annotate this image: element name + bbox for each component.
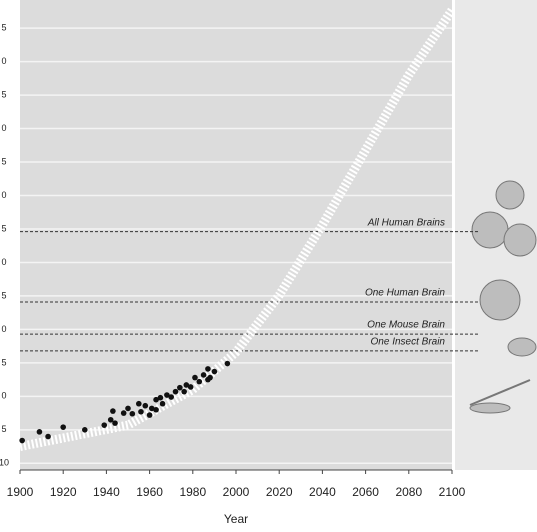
data-point bbox=[196, 378, 203, 385]
x-tick-label: 2040 bbox=[309, 485, 336, 499]
x-tick-label: 2020 bbox=[266, 485, 293, 499]
data-point bbox=[181, 388, 187, 395]
reference-label: One Human Brain bbox=[365, 288, 445, 299]
y-tick-label: 5 bbox=[1, 290, 6, 300]
data-point bbox=[159, 400, 166, 407]
data-point bbox=[110, 408, 116, 414]
data-point bbox=[207, 374, 213, 381]
data-point bbox=[45, 433, 51, 440]
data-point bbox=[120, 410, 127, 416]
y-tick-label: 10 bbox=[0, 458, 9, 468]
data-point bbox=[107, 416, 114, 423]
data-point bbox=[168, 394, 174, 400]
data-point bbox=[187, 384, 194, 390]
reference-label: All Human Brains bbox=[367, 217, 445, 228]
data-point bbox=[205, 366, 211, 372]
data-point bbox=[146, 412, 153, 418]
data-point bbox=[183, 382, 190, 388]
data-point bbox=[224, 360, 231, 367]
y-tick-label: 0 bbox=[1, 324, 6, 334]
y-tick-label: 5 bbox=[1, 22, 6, 32]
y-tick-label: 5 bbox=[1, 223, 6, 233]
x-axis-label: Year bbox=[224, 512, 248, 526]
x-tick-label: 2080 bbox=[395, 485, 422, 499]
y-tick-label: 0 bbox=[1, 257, 6, 267]
data-point bbox=[82, 427, 88, 433]
data-point bbox=[164, 392, 170, 398]
x-tick-label: 1960 bbox=[136, 485, 163, 499]
data-point bbox=[60, 424, 66, 430]
y-tick-label: 0 bbox=[1, 391, 6, 401]
y-tick-label: 0 bbox=[1, 190, 6, 200]
x-tick-label: 2060 bbox=[352, 485, 379, 499]
y-tick-label: 5 bbox=[1, 89, 6, 99]
data-point bbox=[172, 388, 179, 395]
x-tick-label: 2100 bbox=[439, 485, 466, 499]
data-point bbox=[112, 420, 118, 426]
data-point bbox=[192, 374, 198, 381]
data-point bbox=[136, 400, 142, 407]
data-point bbox=[153, 396, 159, 403]
x-tick-label: 1940 bbox=[93, 485, 120, 499]
data-point bbox=[138, 408, 144, 415]
plot-area bbox=[20, 0, 452, 470]
x-tick-label: 1900 bbox=[7, 485, 34, 499]
brain-icons bbox=[469, 180, 537, 414]
data-point bbox=[148, 405, 155, 412]
y-tick-label: 0 bbox=[1, 123, 6, 133]
y-tick-label: 5 bbox=[1, 424, 6, 434]
data-point bbox=[153, 406, 159, 413]
data-point bbox=[211, 368, 218, 375]
reference-label: One Insect Brain bbox=[371, 336, 446, 347]
y-tick-label: 5 bbox=[1, 357, 6, 367]
x-tick-label: 2000 bbox=[223, 485, 250, 499]
data-point bbox=[19, 437, 25, 444]
data-point bbox=[157, 394, 164, 401]
x-tick-label: 1920 bbox=[50, 485, 77, 499]
data-point bbox=[200, 372, 207, 378]
y-tick-label: 5 bbox=[1, 156, 6, 166]
data-point bbox=[36, 429, 43, 435]
data-point bbox=[129, 410, 136, 417]
y-tick-label: 0 bbox=[1, 56, 6, 66]
trend-line bbox=[20, 7, 452, 451]
x-tick-label: 1980 bbox=[179, 485, 206, 499]
data-point bbox=[142, 402, 149, 409]
reference-label: One Mouse Brain bbox=[367, 320, 445, 331]
data-point bbox=[101, 422, 108, 428]
data-point bbox=[177, 384, 183, 391]
data-point bbox=[125, 405, 131, 412]
